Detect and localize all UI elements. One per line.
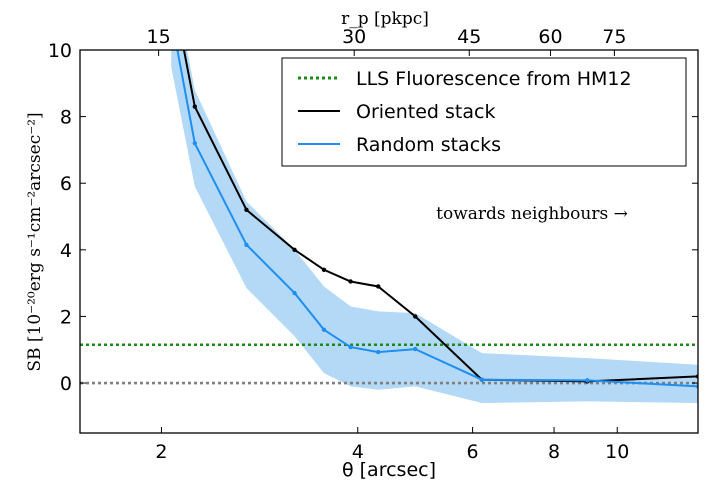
y-tick-label: 2 <box>60 306 72 328</box>
random-stacks-point <box>479 377 485 382</box>
y-tick-label: 6 <box>60 173 72 195</box>
plot-area <box>80 15 698 403</box>
top-x-tick-label: 15 <box>147 26 171 48</box>
legend: LLS Fluorescence from HM12 Oriented stac… <box>281 57 687 167</box>
random-stacks-point <box>348 344 353 350</box>
oriented-stack-point <box>292 247 297 253</box>
y-tick-label: 8 <box>60 107 72 129</box>
oriented-stack-point <box>413 314 418 319</box>
random-stacks-band <box>171 50 698 403</box>
x-tick-label: 4 <box>352 441 364 463</box>
random-stacks-point <box>192 141 198 146</box>
legend-label-lls: LLS Fluorescence from HM12 <box>356 68 632 90</box>
oriented-stack-point <box>348 279 353 284</box>
random-stacks-point <box>376 349 381 355</box>
random-stacks-point <box>169 15 173 19</box>
top-x-tick-label: 30 <box>342 26 366 48</box>
x-tick-label: 8 <box>548 441 560 463</box>
oriented-stack-point <box>376 284 381 289</box>
y-tick-label: 10 <box>48 40 72 62</box>
random-stacks-point <box>321 327 327 332</box>
x-tick-label: 6 <box>467 441 479 463</box>
legend-box <box>281 57 687 167</box>
x-axis-label: θ [arcsec] <box>342 459 436 481</box>
y-axis-label: SB [10⁻²⁰erg s⁻¹cm⁻²arcsec⁻²] <box>25 112 45 371</box>
random-stacks-point <box>292 290 297 296</box>
oriented-stack-point <box>192 104 198 109</box>
legend-label-oriented: Oriented stack <box>356 101 495 123</box>
legend-label-random: Random stacks <box>356 134 501 156</box>
annotation-towards-neighbours: towards neighbours → <box>436 204 628 224</box>
random-stacks-point <box>413 346 418 352</box>
oriented-stack-point <box>321 267 327 273</box>
top-x-tick-label: 75 <box>602 26 626 48</box>
plot-frame <box>79 49 699 434</box>
random-stacks-point <box>585 378 590 383</box>
y-tick-label: 0 <box>60 373 72 395</box>
x-tick-label: 10 <box>605 441 629 463</box>
y-tick-label: 4 <box>60 240 72 262</box>
oriented-stack-line <box>182 50 698 383</box>
top-x-tick-label: 60 <box>538 26 562 48</box>
x-tick-label: 2 <box>155 441 167 463</box>
top-axis-label: r_p [pkpc] <box>341 9 429 29</box>
random-stacks-point <box>244 242 249 248</box>
oriented-stack-point <box>244 207 249 213</box>
top-x-tick-label: 45 <box>457 26 481 48</box>
axes: 0 2 4 6 8 10 2 4 6 8 10 15 30 45 60 75 <box>48 26 698 463</box>
